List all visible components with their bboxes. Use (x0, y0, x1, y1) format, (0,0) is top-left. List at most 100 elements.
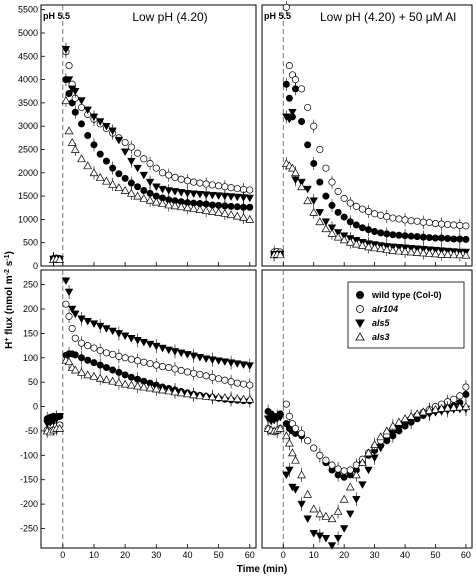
data-point-als5 (114, 330, 124, 338)
data-point-wild-type (121, 174, 129, 182)
y-tick-label: -200 (20, 499, 38, 509)
data-point-als5 (114, 136, 124, 145)
data-point-als3 (55, 423, 65, 432)
data-point-als5 (189, 190, 198, 199)
data-point-als3 (164, 386, 174, 395)
data-point-alr104 (146, 159, 154, 168)
data-point-alr104 (190, 178, 198, 186)
data-point-als5 (195, 190, 205, 199)
data-point-als3 (351, 239, 361, 248)
data-point-als3 (70, 365, 80, 374)
data-point-als5 (285, 115, 294, 124)
data-point-als5 (201, 355, 211, 364)
data-point-wild-type (401, 232, 409, 240)
data-point-als3 (418, 248, 428, 257)
series-als3 (49, 94, 255, 266)
data-point-alr104 (90, 344, 98, 352)
data-point-als3 (245, 394, 255, 403)
y-tick-label: 5000 (18, 28, 38, 38)
data-point-alr104 (462, 383, 470, 391)
data-point-als5 (220, 358, 230, 367)
data-point-alr104 (202, 372, 210, 380)
data-point-als5 (364, 466, 373, 475)
data-point-als3 (83, 161, 93, 170)
data-point-wild-type (90, 359, 98, 367)
data-point-alr104 (183, 177, 191, 185)
y-tick-label: 4000 (18, 75, 38, 85)
data-point-alr104 (177, 175, 185, 183)
data-point-als3 (114, 378, 124, 387)
data-point-als5 (108, 327, 117, 336)
data-point-als3 (345, 237, 355, 246)
data-point-als3 (400, 247, 410, 255)
data-point-alr104 (340, 194, 348, 202)
data-point-wild-type (298, 118, 306, 126)
data-point-als3 (189, 390, 199, 399)
data-point-als3 (158, 199, 167, 207)
data-point-als3 (207, 206, 217, 215)
data-point-als3 (275, 250, 285, 259)
data-point-als5 (183, 190, 192, 198)
data-point-alr104 (239, 380, 248, 388)
data-point-als3 (120, 379, 130, 388)
data-point-wild-type (109, 366, 117, 374)
data-point-als5 (239, 361, 248, 369)
data-point-alr104 (77, 103, 86, 112)
data-point-alr104 (127, 143, 135, 151)
data-point-als5 (95, 118, 105, 126)
data-point-als3 (95, 172, 105, 181)
legend-label-wild-type: wild type (Col-0) (371, 290, 442, 300)
data-point-alr104 (121, 354, 129, 362)
data-point-als5 (164, 187, 173, 195)
data-point-als5 (145, 178, 155, 187)
data-point-als3 (358, 458, 367, 466)
x-tick-label: 40 (182, 550, 192, 560)
data-point-alr104 (196, 370, 204, 378)
data-point-wild-type (127, 373, 135, 381)
data-point-alr104 (221, 183, 229, 191)
data-point-alr104 (316, 451, 324, 459)
data-point-als5 (309, 197, 318, 206)
data-point-als3 (339, 235, 349, 244)
data-point-alr104 (438, 220, 446, 228)
x-tick-label: 50 (430, 550, 440, 560)
data-point-als5 (170, 188, 180, 196)
data-point-als3 (214, 392, 224, 401)
data-point-als5 (108, 127, 117, 136)
data-point-als5 (346, 510, 355, 519)
data-point-wild-type (96, 361, 104, 369)
series-alr104 (270, 0, 470, 259)
data-point-wild-type (65, 90, 73, 98)
data-point-wild-type (96, 150, 104, 158)
data-point-als3 (412, 247, 422, 256)
data-point-als3 (232, 211, 242, 220)
series-als3 (42, 354, 255, 438)
data-point-als3 (388, 246, 398, 254)
data-point-als3 (158, 385, 167, 394)
data-point-alr104 (109, 350, 117, 358)
data-point-alr104 (190, 369, 198, 377)
data-point-als3 (321, 511, 331, 520)
data-point-alr104 (202, 180, 210, 188)
legend-box (347, 281, 465, 349)
data-point-als3 (309, 207, 319, 216)
data-point-als3 (133, 191, 142, 200)
data-point-als3 (89, 168, 99, 177)
data-point-alr104 (208, 373, 216, 381)
data-point-alr104 (383, 213, 391, 221)
data-point-wild-type (322, 192, 330, 200)
data-point-wild-type (444, 235, 452, 243)
data-point-wild-type (282, 80, 290, 88)
data-point-alr104 (282, 400, 290, 408)
data-point-wild-type (121, 371, 129, 379)
data-point-wild-type (90, 141, 98, 149)
legend: wild type (Col-0) alr104 als5 als3 (347, 281, 465, 349)
data-point-als3 (297, 182, 306, 191)
data-point-als5 (315, 532, 325, 541)
data-point-alr104 (146, 360, 154, 368)
data-point-als5 (127, 157, 136, 166)
data-point-als3 (77, 154, 86, 163)
data-point-alr104 (102, 349, 110, 357)
data-point-alr104 (310, 122, 318, 130)
data-point-als3 (102, 176, 111, 185)
